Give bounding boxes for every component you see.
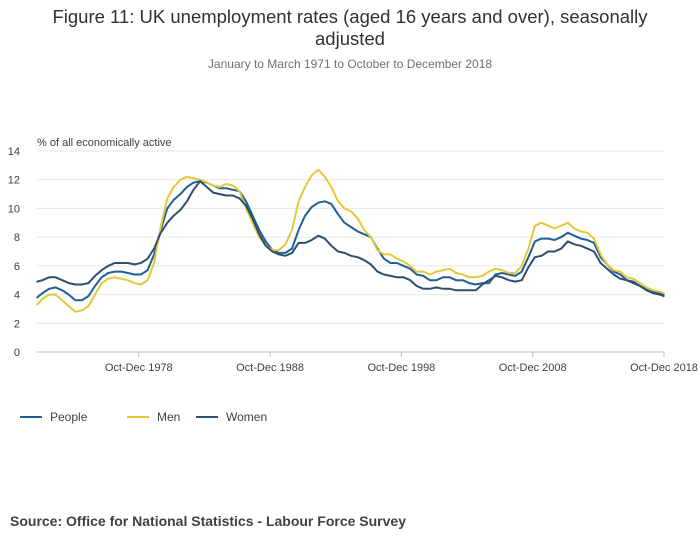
chart-subtitle: January to March 1971 to October to Dece…: [207, 57, 493, 71]
y-tick-label: 14: [8, 146, 20, 158]
x-tick-label: Oct-Dec 1988: [236, 362, 304, 374]
y-tick-label: 10: [8, 203, 20, 215]
y-tick-label: 2: [14, 318, 20, 330]
x-tick-label: Oct-Dec 2008: [499, 362, 567, 374]
y-axis-ticks: 0 2 4 6 8 10 12 14: [8, 146, 20, 359]
series-line-people: [36, 180, 665, 302]
x-tick-label: Oct-Dec 1998: [367, 362, 435, 374]
series-line-men: [36, 168, 665, 313]
series-line-women: [36, 180, 665, 297]
source-note: Source: Office for National Statistics -…: [10, 513, 406, 529]
y-tick-label: 6: [14, 261, 20, 273]
gridlines: [37, 150, 664, 324]
y-tick-label: 0: [14, 347, 20, 359]
legend-label-women: Women: [226, 410, 267, 424]
legend-label-men: Men: [157, 410, 180, 424]
legend-label-people: People: [50, 410, 88, 424]
y-axis-label: % of all economically active: [37, 137, 172, 149]
legend: People Men Women: [20, 410, 267, 424]
x-axis-ticks: Oct-Dec 1978 Oct-Dec 1988 Oct-Dec 1998 Oct-…: [105, 352, 698, 374]
x-tick-label: Oct-Dec 1978: [105, 362, 173, 374]
x-tick-label: Oct-Dec 2018: [630, 362, 698, 374]
series-lines: [36, 168, 665, 313]
y-tick-label: 8: [14, 232, 20, 244]
y-tick-label: 12: [8, 175, 20, 187]
chart-title: Figure 11: UK unemployment rates (aged 1…: [52, 6, 648, 49]
y-tick-label: 4: [14, 290, 20, 302]
